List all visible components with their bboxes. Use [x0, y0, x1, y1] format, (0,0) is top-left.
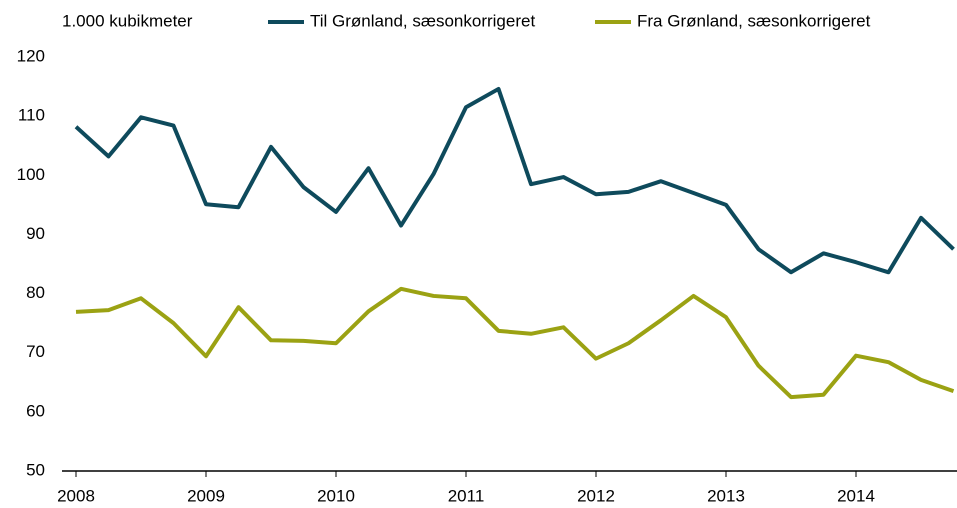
x-tick-label: 2011: [448, 486, 485, 505]
legend-label: Til Grønland, sæsonkorrigeret: [310, 11, 535, 30]
x-tick-label: 2014: [837, 486, 875, 505]
y-tick-label: 90: [26, 224, 45, 243]
y-axis-label: 1.000 kubikmeter: [62, 11, 193, 30]
y-tick-label: 100: [17, 165, 45, 184]
y-tick-label: 50: [26, 460, 45, 479]
x-tick-label: 2009: [187, 486, 225, 505]
y-tick-label: 60: [26, 401, 45, 420]
line: [74, 86, 955, 275]
y-tick-label: 70: [26, 342, 45, 361]
y-tick-label: 120: [17, 46, 45, 65]
x-tick-label: 2008: [57, 486, 95, 505]
y-tick-label: 80: [26, 283, 45, 302]
legend-label: Fra Grønland, sæsonkorrigeret: [637, 11, 871, 30]
x-tick-label: 2010: [317, 486, 355, 505]
line: [75, 286, 955, 400]
y-tick-label: 110: [18, 106, 45, 125]
x-tick-label: 2013: [707, 486, 745, 505]
x-tick-label: 2012: [577, 486, 615, 505]
